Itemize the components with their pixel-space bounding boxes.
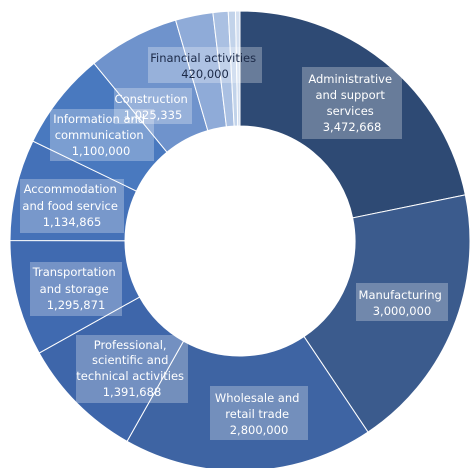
value-professional: 1,391,688	[103, 385, 162, 399]
value-manufacturing: 3,000,000	[373, 304, 432, 318]
label-administrative: Administrative and support services 3,47…	[302, 67, 402, 139]
slice-11	[234, 10, 241, 127]
value-information: 1,100,000	[72, 144, 131, 158]
label-manufacturing: Manufacturing 3,000,000	[356, 283, 448, 321]
svg-text:Administrative and sup: Administrative and support services 3,47…	[308, 72, 395, 134]
value-financial: 420,000	[181, 67, 229, 81]
svg-text:Professional, scientif: Professional, scientific and technical a…	[76, 338, 187, 399]
label-transportation: Transportation and storage 1,295,871	[30, 262, 122, 316]
svg-text:Financial activities 4: Financial activities 420,000	[150, 51, 260, 81]
svg-text:Information and commun: Information and communication 1,100,000	[53, 112, 149, 158]
slice-1	[303, 194, 470, 433]
label-information: Information and communication 1,100,000	[50, 109, 154, 161]
value-construction: 1,025,335	[124, 108, 183, 122]
svg-text:Construction 1,025,335: Construction 1,025,335	[115, 92, 192, 122]
slice-2	[126, 335, 369, 468]
label-accommodation: Accommodation and food service 1,134,865	[20, 179, 124, 233]
label-professional: Professional, scientific and technical a…	[76, 335, 188, 403]
label-financial: Financial activities 420,000	[148, 47, 262, 83]
label-construction: Construction 1,025,335	[114, 88, 192, 124]
slice-labels: Administrative and support services 3,47…	[20, 47, 448, 440]
svg-text:Wholesale and retail t: Wholesale and retail trade 2,800,000	[215, 391, 303, 437]
value-administrative: 3,472,668	[323, 120, 382, 134]
value-transportation: 1,295,871	[47, 298, 106, 312]
value-wholesale: 2,800,000	[230, 423, 289, 437]
slices	[9, 10, 470, 468]
svg-text:Accommodation and food: Accommodation and food service 1,134,865	[22, 182, 121, 229]
value-accommodation: 1,134,865	[43, 215, 102, 229]
svg-text:Transportation and sto: Transportation and storage 1,295,871	[32, 265, 120, 312]
slice-0	[239, 10, 466, 219]
svg-text:Manufacturing 3,000,00: Manufacturing 3,000,000	[359, 288, 446, 318]
label-wholesale: Wholesale and retail trade 2,800,000	[210, 386, 308, 440]
